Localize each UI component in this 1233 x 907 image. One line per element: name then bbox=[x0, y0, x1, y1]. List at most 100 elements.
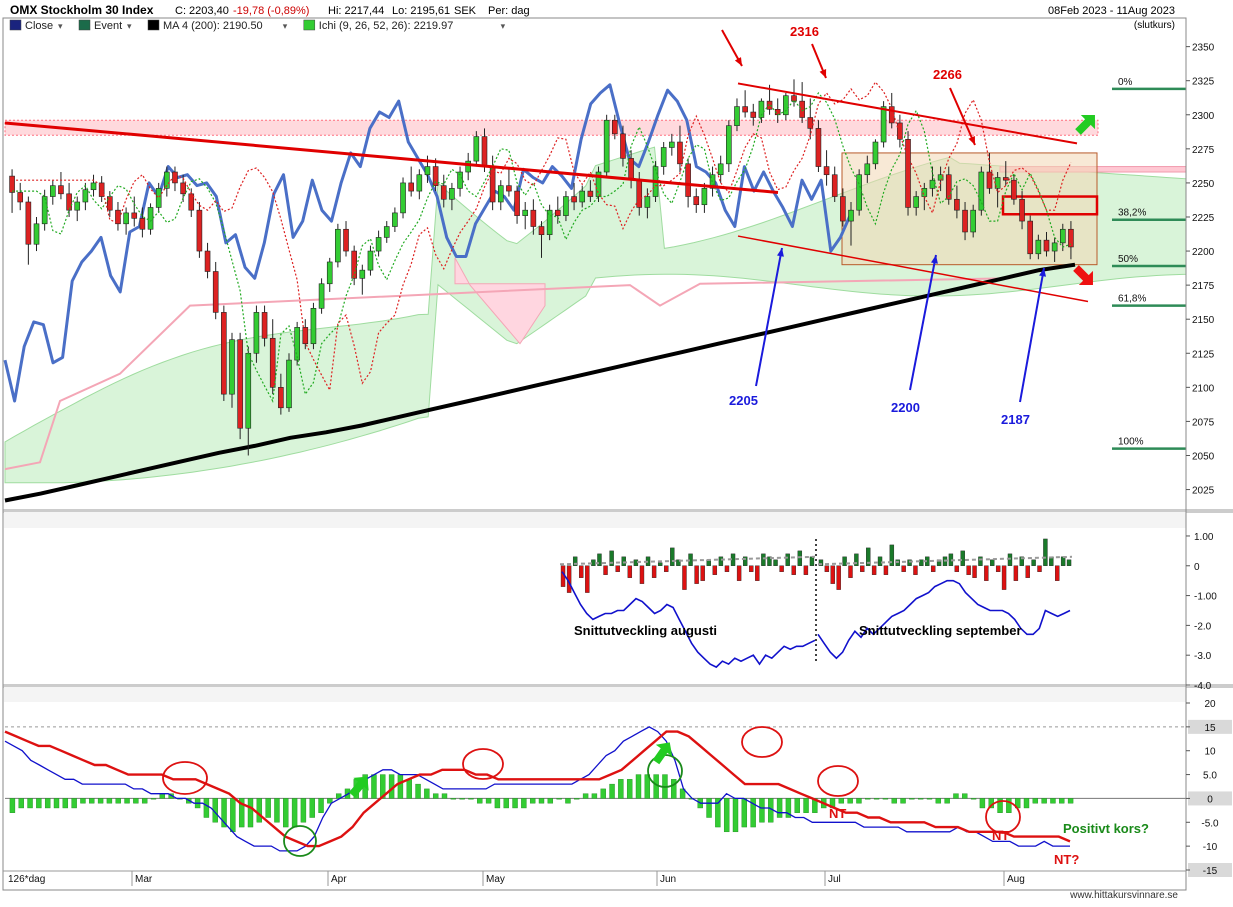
legend-label: MA 4 (200): 2190.50 bbox=[163, 20, 263, 32]
divergence-bar bbox=[723, 798, 730, 833]
divergence-bar bbox=[529, 798, 536, 804]
candle bbox=[318, 283, 325, 309]
channel-upper bbox=[737, 82, 1078, 145]
divergence-bar bbox=[909, 798, 915, 800]
season-bar bbox=[572, 556, 578, 566]
candle bbox=[58, 185, 64, 195]
y-tick-label: 2150 bbox=[1192, 315, 1215, 326]
change-value: -19,78 (-0,89%) bbox=[233, 5, 309, 17]
candle bbox=[758, 100, 765, 118]
candle bbox=[74, 201, 81, 211]
season-bar bbox=[913, 565, 918, 575]
day-trend-line bbox=[817, 555, 1073, 566]
candle bbox=[742, 106, 748, 113]
candle bbox=[335, 228, 341, 263]
divergence-bar bbox=[485, 798, 492, 804]
season-bar bbox=[972, 565, 977, 578]
season-bar bbox=[889, 544, 895, 566]
candle bbox=[538, 226, 545, 236]
candle bbox=[628, 158, 634, 181]
divergence-bar bbox=[459, 798, 465, 800]
season-bar bbox=[700, 565, 705, 581]
divergence-bar bbox=[141, 798, 148, 804]
y-tick-label: -1.00 bbox=[1194, 592, 1217, 603]
ma200-line bbox=[4, 262, 1076, 503]
macd-up-arrow bbox=[348, 776, 369, 798]
divergence-bar bbox=[979, 798, 986, 809]
consolidation-box bbox=[841, 152, 1098, 266]
macd-annotation: Positivt kors? bbox=[1063, 821, 1149, 836]
season-bar bbox=[791, 565, 796, 575]
x-tick-label: Jul bbox=[828, 874, 841, 885]
x-tick-label: Mar bbox=[135, 874, 153, 885]
divergence-bar bbox=[512, 798, 518, 809]
candle bbox=[1019, 198, 1025, 222]
candle bbox=[416, 174, 423, 192]
divergence-bar bbox=[133, 798, 139, 804]
kumo-lower-line bbox=[4, 277, 1011, 471]
y-tick-label: 10 bbox=[1204, 747, 1216, 758]
season-bar bbox=[1031, 559, 1036, 566]
legend-swatch bbox=[303, 19, 316, 31]
season-bar bbox=[651, 565, 657, 578]
divergence-bar bbox=[609, 783, 615, 799]
candle bbox=[278, 387, 284, 409]
legend-swatch bbox=[78, 19, 91, 31]
y-tick-label: -4.0 bbox=[1194, 681, 1212, 692]
smacd-line bbox=[4, 726, 1070, 852]
annotation-label: 2200 bbox=[891, 400, 920, 415]
candle bbox=[514, 190, 520, 216]
candle bbox=[815, 128, 822, 167]
divergence-bar bbox=[715, 798, 721, 828]
season-bar bbox=[579, 565, 584, 578]
candle bbox=[139, 218, 146, 230]
candle bbox=[962, 209, 968, 233]
x-tick-label: Aug bbox=[1007, 874, 1025, 885]
y-tick-label: -3.0 bbox=[1194, 651, 1212, 662]
season-bar bbox=[609, 550, 614, 566]
divergence-bar bbox=[1059, 798, 1065, 804]
divergence-bar bbox=[406, 779, 412, 799]
candle bbox=[954, 198, 960, 211]
legend-label: Ichi (9, 26, 52, 26): 2219.97 bbox=[319, 20, 454, 32]
season-bar bbox=[866, 547, 871, 566]
high-value: Hi: 2217,44 bbox=[328, 5, 384, 17]
candle bbox=[612, 119, 618, 135]
divergence-bar bbox=[44, 798, 51, 809]
candle bbox=[400, 182, 406, 214]
divergence-bar bbox=[238, 798, 245, 828]
y-tick-highlight bbox=[1188, 791, 1232, 806]
divergence-bar bbox=[582, 793, 589, 799]
divergence-bar bbox=[944, 798, 950, 804]
candle bbox=[497, 185, 504, 203]
divergence-bar bbox=[644, 774, 651, 799]
season-legend-bar bbox=[4, 512, 1186, 528]
divergence-bar bbox=[265, 798, 271, 818]
axes: 2025 2050 2075 2100 2125 2150 2175 2200 2225 2250… bbox=[2, 17, 1233, 891]
candle bbox=[367, 250, 374, 271]
season-bar bbox=[978, 556, 983, 566]
annotation-arrow bbox=[949, 87, 976, 146]
chevron-down-icon: ▾ bbox=[58, 21, 63, 31]
y-tick-highlight bbox=[1188, 719, 1232, 734]
close-value: C: 2203,40 bbox=[175, 5, 229, 17]
candle bbox=[766, 100, 773, 110]
candle bbox=[530, 209, 537, 227]
divergence-bar bbox=[274, 798, 280, 823]
candle bbox=[1035, 239, 1042, 255]
candle bbox=[717, 163, 724, 176]
divergence-bar bbox=[256, 798, 263, 823]
trend-down-arrow-shape bbox=[1073, 265, 1093, 285]
site-footer: www.hittakursvinnare.se bbox=[1069, 890, 1178, 901]
candle bbox=[489, 166, 496, 203]
candle bbox=[620, 133, 626, 159]
divergence-bar bbox=[935, 798, 942, 804]
divergence-bar bbox=[970, 798, 977, 800]
long-trendline bbox=[4, 121, 779, 194]
season-bar bbox=[615, 565, 620, 572]
divergence-bar bbox=[450, 798, 457, 800]
candle bbox=[49, 185, 56, 197]
season-bar bbox=[761, 553, 766, 566]
season-bar bbox=[682, 565, 687, 590]
